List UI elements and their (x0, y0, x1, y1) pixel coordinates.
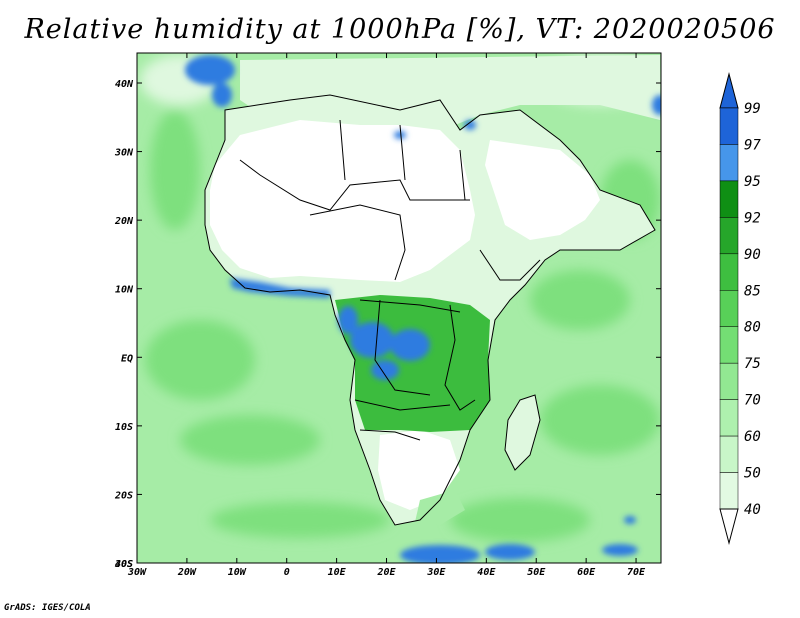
colorbar-legend: 99 97 95 92 90 85 80 75 70 60 50 40 (719, 72, 761, 545)
longitude-axis: 30W 20W 10W 0 10E 20E 30E 40E 50E 60E 70E (127, 53, 646, 578)
lon-tick-label: 20E (376, 567, 396, 578)
humidity-field (137, 53, 661, 563)
colorbar-level-label: 60 (744, 429, 761, 445)
lat-tick-label: 30N (114, 148, 134, 159)
colorbar-swatch (719, 326, 739, 364)
lon-tick-label: 40E (477, 567, 496, 578)
colorbar-swatch (719, 217, 739, 255)
lon-tick-label: 30W (127, 567, 147, 578)
colorbar-level-label: 99 (744, 101, 761, 117)
lon-tick-label: 0 (284, 567, 290, 578)
colorbar-level-label: 40 (744, 502, 761, 518)
lat-tick-label: 40S (115, 559, 133, 570)
lat-tick-label: 30S (114, 559, 133, 570)
country-borders (204, 94, 656, 526)
lon-tick-label: 70E (627, 567, 646, 578)
colorbar-level-label: 75 (744, 356, 761, 372)
lat-tick-label: 10N (115, 285, 134, 296)
lon-tick-label: 10E (328, 567, 347, 578)
colorbar-level-label: 50 (744, 466, 761, 482)
lon-tick-label: 50E (527, 567, 546, 578)
lat-tick-label: 10S (115, 422, 133, 433)
map-frame (136, 52, 662, 564)
lat-tick-label: 20N (114, 216, 134, 227)
colorbar-level-label: 70 (744, 393, 761, 409)
colorbar-swatch (719, 399, 739, 437)
colorbar-swatch (719, 472, 739, 510)
colorbar-level-label: 92 (744, 210, 761, 226)
lat-tick-label: 40N (115, 79, 134, 90)
colorbar-swatch (719, 144, 739, 182)
colorbar-high-arrow (719, 72, 739, 109)
lon-tick-label: 60E (577, 567, 596, 578)
colorbar-swatch (719, 290, 739, 327)
colorbar-level-label: 85 (744, 283, 761, 299)
colorbar-swatch (719, 107, 739, 145)
credit-text: GrADS: IGES/COLA (4, 603, 91, 613)
lon-tick-label: 10W (228, 567, 247, 578)
colorbar-swatch (719, 435, 739, 473)
colorbar-level-label: 97 (744, 137, 761, 153)
colorbar-level-label: 80 (744, 320, 761, 336)
chart-title: Relative humidity at 1000hPa [%], VT: 20… (24, 14, 776, 45)
land-field (205, 55, 660, 525)
lon-tick-label: 20W (177, 567, 197, 578)
lon-tick-label: 30E (426, 567, 446, 578)
colorbar-swatch (719, 253, 739, 291)
colorbar-level-label: 90 (744, 247, 761, 263)
lat-tick-label: EQ (121, 353, 133, 364)
lat-tick-label: 20S (114, 490, 133, 501)
colorbar-swatch (719, 180, 739, 218)
colorbar-swatch (719, 362, 739, 400)
colorbar-level-label: 95 (744, 174, 761, 190)
colorbar-low-arrow (719, 508, 739, 545)
